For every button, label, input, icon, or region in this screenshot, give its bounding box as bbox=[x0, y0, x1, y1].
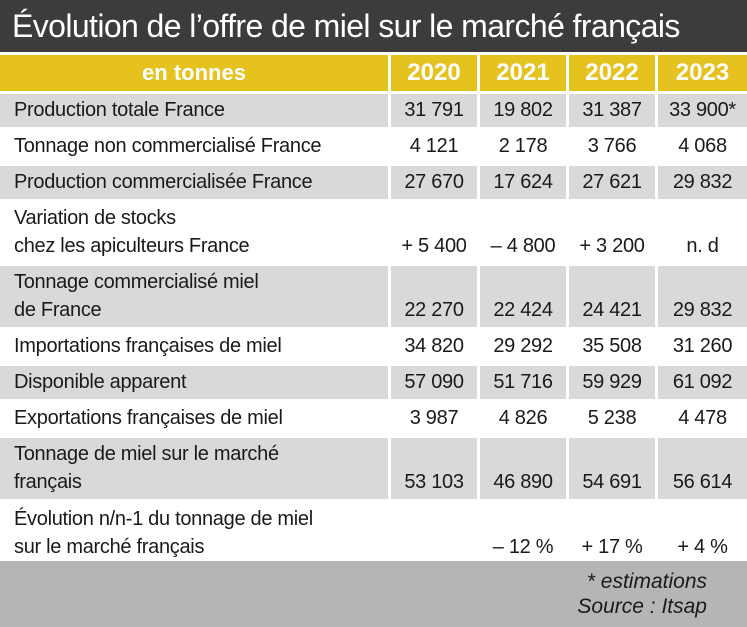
row-label-line: Variation de stocks bbox=[14, 207, 176, 229]
cell-2020: + 5 400 bbox=[391, 199, 480, 263]
cell-2021: 2 178 bbox=[480, 127, 569, 163]
cell-2023: 4 068 bbox=[658, 127, 747, 163]
row-label: Production commercialisée France bbox=[0, 163, 391, 199]
row-label: Évolution n/n-1 du tonnage de miel sur le… bbox=[0, 499, 391, 564]
cell-2020: 4 121 bbox=[391, 127, 480, 163]
row-label-line: Production commercialisée France bbox=[14, 171, 313, 193]
row-label: Importations françaises de miel bbox=[0, 327, 391, 363]
cell-2023: 29 832 bbox=[658, 163, 747, 199]
cell-2020 bbox=[391, 499, 480, 564]
row-label-line: de France bbox=[14, 299, 102, 321]
cell-2021: 46 890 bbox=[480, 435, 569, 499]
footer-notes: * estimations Source : Itsap bbox=[577, 569, 707, 619]
year-header-2021: 2021 bbox=[480, 55, 569, 91]
cell-2020: 31 791 bbox=[391, 91, 480, 127]
table-row: Production commercialisée France 27 670 … bbox=[0, 163, 747, 199]
row-label: Exportations françaises de miel bbox=[0, 399, 391, 435]
cell-2022: + 3 200 bbox=[569, 199, 658, 263]
cell-2020: 34 820 bbox=[391, 327, 480, 363]
table-row: Exportations françaises de miel 3 987 4 … bbox=[0, 399, 747, 435]
cell-2021: 17 624 bbox=[480, 163, 569, 199]
header-row: en tonnes 2020 2021 2022 2023 bbox=[0, 55, 747, 91]
table-row: Production totale France 31 791 19 802 3… bbox=[0, 91, 747, 127]
year-header-2020: 2020 bbox=[391, 55, 480, 91]
cell-2021: 29 292 bbox=[480, 327, 569, 363]
cell-2023: n. d bbox=[658, 199, 747, 263]
table-row: Tonnage commercialisé miel de France 22 2… bbox=[0, 263, 747, 327]
cell-2023: 29 832 bbox=[658, 263, 747, 327]
cell-2023: 56 614 bbox=[658, 435, 747, 499]
table-row: Disponible apparent 57 090 51 716 59 929… bbox=[0, 363, 747, 399]
table-row: Évolution n/n-1 du tonnage de miel sur le… bbox=[0, 499, 747, 564]
cell-2020: 53 103 bbox=[391, 435, 480, 499]
cell-2023: + 4 % bbox=[658, 499, 747, 564]
cell-2020: 57 090 bbox=[391, 363, 480, 399]
footer-band: * estimations Source : Itsap bbox=[0, 561, 747, 627]
cell-2022: 24 421 bbox=[569, 263, 658, 327]
table-row: Importations françaises de miel 34 820 2… bbox=[0, 327, 747, 363]
cell-2021: 22 424 bbox=[480, 263, 569, 327]
table-row: Tonnage non commercialisé France 4 121 2… bbox=[0, 127, 747, 163]
honey-supply-table: en tonnes 2020 2021 2022 2023 Production… bbox=[0, 55, 747, 564]
row-label-line: Tonnage de miel sur le marché bbox=[14, 443, 279, 465]
row-label-line: Tonnage commercialisé miel bbox=[14, 271, 259, 293]
cell-2022: 59 929 bbox=[569, 363, 658, 399]
cell-2023: 4 478 bbox=[658, 399, 747, 435]
table-row: Tonnage de miel sur le marché français 53… bbox=[0, 435, 747, 499]
estimation-note: * estimations bbox=[586, 570, 707, 593]
cell-2021: 4 826 bbox=[480, 399, 569, 435]
cell-2020: 27 670 bbox=[391, 163, 480, 199]
row-label-line: Disponible apparent bbox=[14, 371, 187, 393]
row-label: Tonnage de miel sur le marché français bbox=[0, 435, 391, 499]
table-title: Évolution de l’offre de miel sur le marc… bbox=[0, 0, 747, 52]
row-label: Tonnage non commercialisé France bbox=[0, 127, 391, 163]
cell-2020: 3 987 bbox=[391, 399, 480, 435]
row-label-line: Production totale France bbox=[14, 99, 225, 121]
cell-2021: 51 716 bbox=[480, 363, 569, 399]
cell-2023: 61 092 bbox=[658, 363, 747, 399]
cell-2022: + 17 % bbox=[569, 499, 658, 564]
year-header-2022: 2022 bbox=[569, 55, 658, 91]
row-label-line: Évolution n/n-1 du tonnage de miel bbox=[14, 508, 313, 530]
cell-2022: 3 766 bbox=[569, 127, 658, 163]
row-label-line: sur le marché français bbox=[14, 536, 205, 558]
row-label-line: Exportations françaises de miel bbox=[14, 407, 283, 429]
row-label: Variation de stocks chez les apiculteurs … bbox=[0, 199, 391, 263]
row-label: Production totale France bbox=[0, 91, 391, 127]
cell-2022: 54 691 bbox=[569, 435, 658, 499]
row-label: Disponible apparent bbox=[0, 363, 391, 399]
table-row: Variation de stocks chez les apiculteurs … bbox=[0, 199, 747, 263]
cell-2022: 27 621 bbox=[569, 163, 658, 199]
row-label-line: chez les apiculteurs France bbox=[14, 235, 250, 257]
row-label-line: Tonnage non commercialisé France bbox=[14, 135, 322, 157]
cell-2023: 33 900* bbox=[658, 91, 747, 127]
cell-2022: 5 238 bbox=[569, 399, 658, 435]
source-note: Source : Itsap bbox=[577, 595, 707, 618]
row-label: Tonnage commercialisé miel de France bbox=[0, 263, 391, 327]
cell-2021: – 4 800 bbox=[480, 199, 569, 263]
cell-2021: 19 802 bbox=[480, 91, 569, 127]
cell-2022: 35 508 bbox=[569, 327, 658, 363]
cell-2022: 31 387 bbox=[569, 91, 658, 127]
cell-2020: 22 270 bbox=[391, 263, 480, 327]
row-label-line: Importations françaises de miel bbox=[14, 335, 282, 357]
row-label-line: français bbox=[14, 471, 82, 493]
year-header-2023: 2023 bbox=[658, 55, 747, 91]
unit-header: en tonnes bbox=[0, 55, 391, 91]
cell-2021: – 12 % bbox=[480, 499, 569, 564]
cell-2023: 31 260 bbox=[658, 327, 747, 363]
